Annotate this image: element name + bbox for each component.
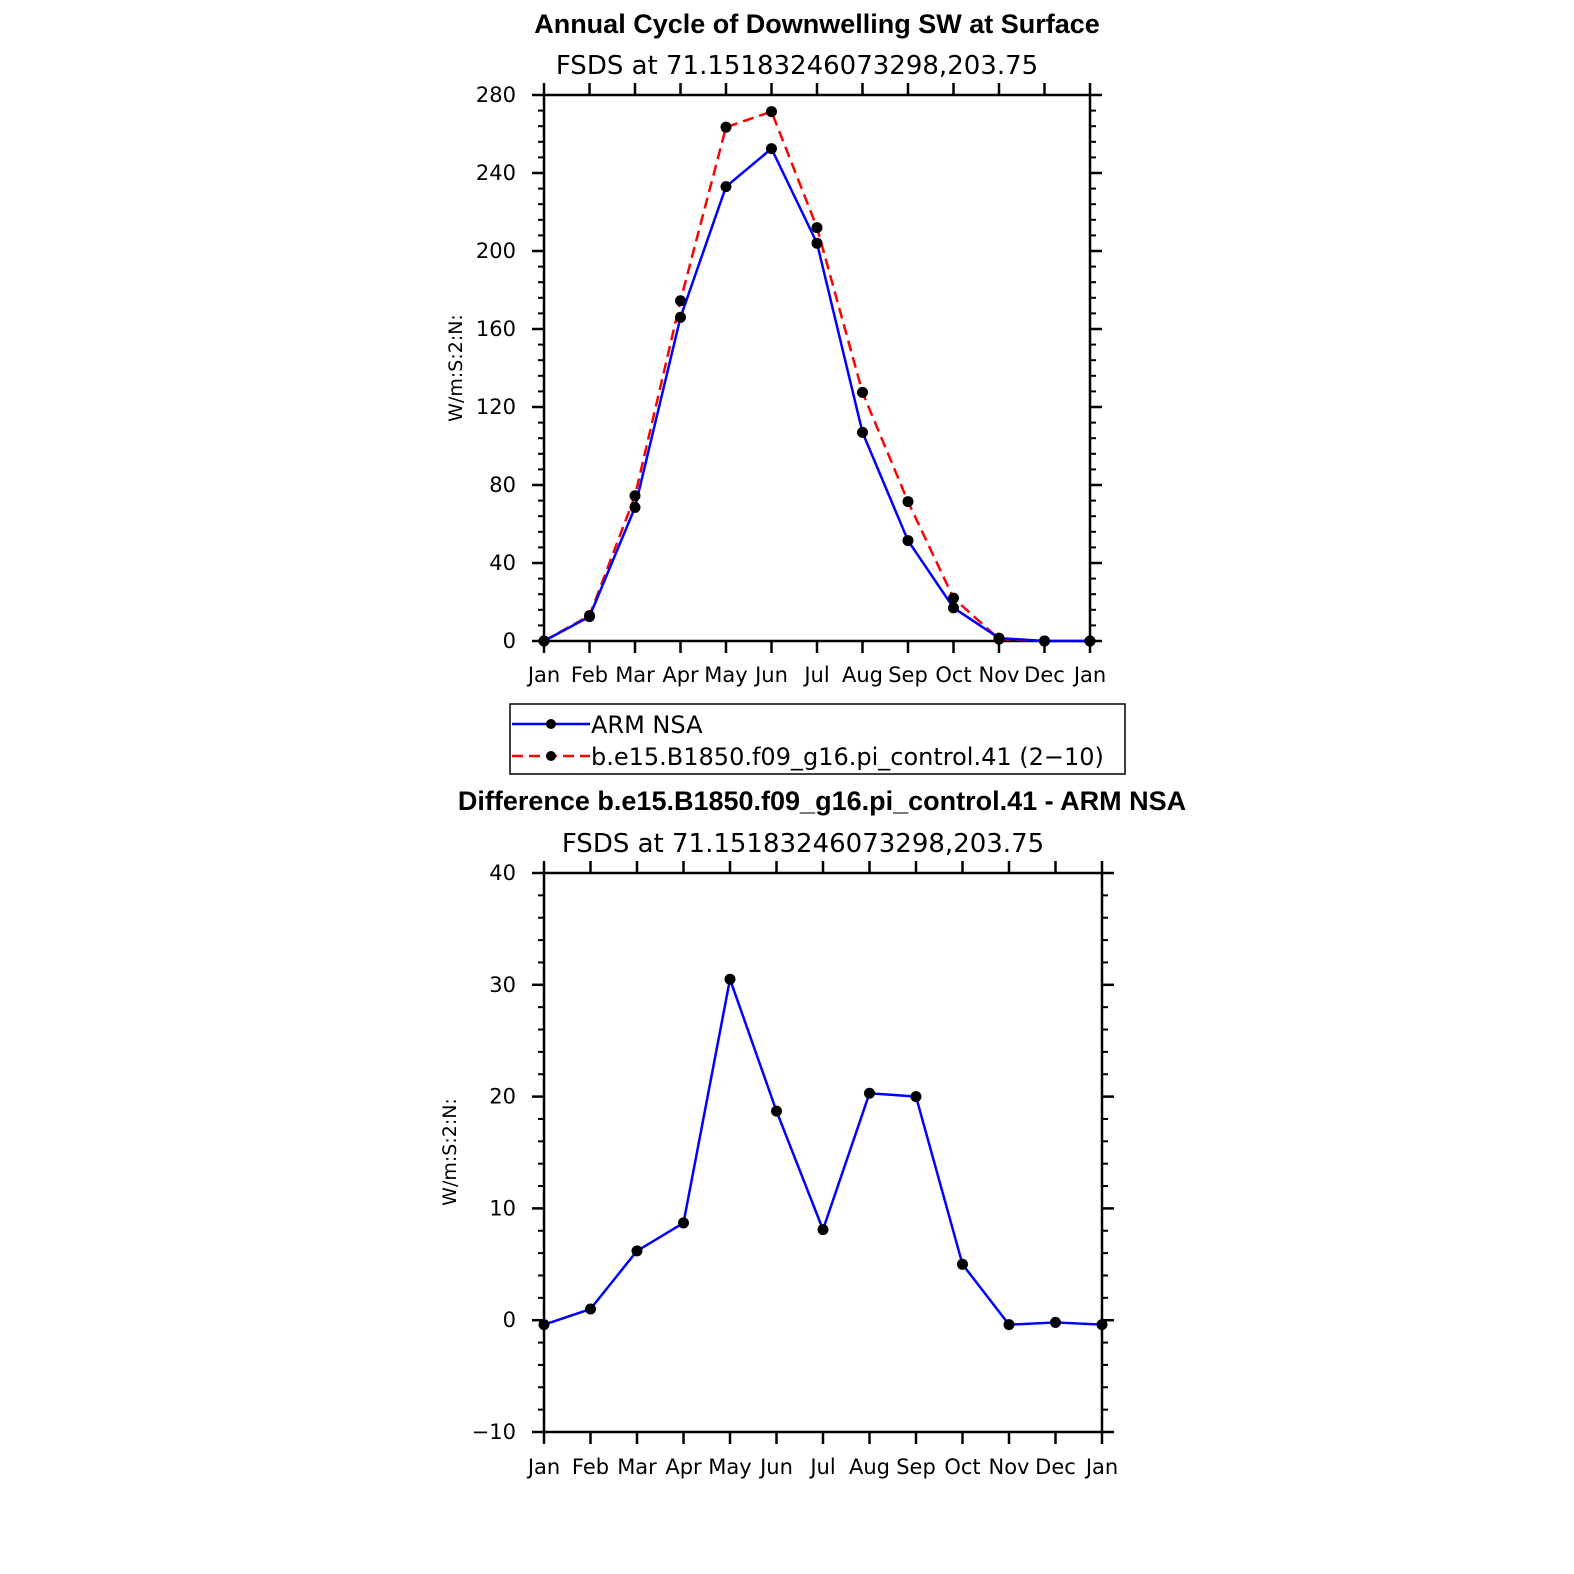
data-point-0 <box>811 237 823 249</box>
data-point-0 <box>1096 1319 1108 1331</box>
data-point-0 <box>1050 1316 1061 1328</box>
y-tick-label: 240 <box>476 161 516 185</box>
legend-marker-model <box>546 751 556 761</box>
chart-subtitle: FSDS at 71.15183246073298,203.75 <box>556 51 1038 81</box>
x-tick-label: Aug <box>842 663 883 687</box>
data-point-0 <box>538 1319 550 1331</box>
data-point-0 <box>910 1091 922 1103</box>
data-point-1 <box>584 610 595 622</box>
data-point-1 <box>811 222 823 234</box>
data-point-1 <box>675 295 686 307</box>
x-tick-label: Jun <box>753 663 788 687</box>
data-point-0 <box>675 311 686 323</box>
y-tick-label: 120 <box>476 395 516 419</box>
x-tick-label: Nov <box>989 1455 1030 1479</box>
x-tick-label: Jun <box>758 1455 793 1479</box>
data-point-0 <box>724 973 736 985</box>
axes: Jan Feb Mar Apr May Jun Jul Aug Sep Oct Nov Dec Jan−… <box>472 861 1118 1479</box>
x-tick-label: Jan <box>1072 663 1106 687</box>
x-tick-label: Nov <box>979 663 1020 687</box>
legend-label-arm-nsa: ARM NSA <box>591 711 703 739</box>
data-point-1 <box>1084 635 1096 647</box>
data-point-1 <box>766 106 777 118</box>
y-tick-label: 40 <box>489 551 516 575</box>
y-tick-label: 80 <box>489 473 516 497</box>
y-tick-label: 280 <box>476 83 516 107</box>
y-axis-label: W/m:S:2:N: <box>439 1098 461 1206</box>
data-point-1 <box>993 633 1005 645</box>
data-point-0 <box>1003 1319 1015 1331</box>
data-point-0 <box>857 426 868 438</box>
legend-box <box>509 703 1126 775</box>
x-tick-label: Dec <box>1035 1455 1076 1479</box>
plot-frame <box>542 93 1092 643</box>
difference-panel: Difference b.e15.B1850.f09_g16.pi_contro… <box>439 786 1186 1479</box>
y-tick-label: 0 <box>503 1308 516 1332</box>
x-tick-label: Apr <box>662 663 699 687</box>
data-point-0 <box>957 1258 968 1270</box>
y-tick-label: 0 <box>503 629 516 653</box>
x-tick-label: Feb <box>572 1455 609 1479</box>
x-tick-label: Oct <box>935 663 971 687</box>
y-tick-label: −10 <box>472 1420 516 1444</box>
x-tick-label: Apr <box>665 1455 702 1479</box>
data-point-0 <box>631 1245 643 1257</box>
data-point-0 <box>766 143 777 155</box>
axes: Jan Feb Mar Apr May Jun Jul Aug Sep Oct Nov Dec Jan 0… <box>476 83 1106 687</box>
x-tick-label: Jul <box>802 663 829 687</box>
data-point-1 <box>629 490 641 502</box>
y-tick-label: 30 <box>489 973 516 997</box>
x-tick-label: Jul <box>808 1455 835 1479</box>
x-tick-label: Feb <box>571 663 608 687</box>
series-line-0 <box>543 977 1103 1326</box>
y-tick-label: 40 <box>489 861 516 885</box>
series-group <box>538 106 1096 647</box>
y-tick-label: 200 <box>476 239 516 263</box>
chart-title: Difference b.e15.B1850.f09_g16.pi_contro… <box>458 786 1186 816</box>
data-point-1 <box>538 635 550 647</box>
series-line-1 <box>543 110 1090 643</box>
data-point-0 <box>678 1217 689 1229</box>
data-point-0 <box>585 1303 596 1315</box>
legend: ARM NSA b.e15.B1850.f09_g16.pi_control.4… <box>509 703 1126 775</box>
legend-label-model: b.e15.B1850.f09_g16.pi_control.41 (2−10) <box>591 743 1104 771</box>
data-point-0 <box>817 1224 829 1236</box>
x-tick-label: Mar <box>617 1455 657 1479</box>
y-tick-label: 10 <box>489 1196 516 1220</box>
x-tick-label: May <box>708 1455 751 1479</box>
data-point-0 <box>864 1087 875 1099</box>
x-tick-label: Aug <box>849 1455 890 1479</box>
data-point-0 <box>902 535 914 547</box>
data-point-0 <box>771 1105 782 1117</box>
plot-frame <box>542 871 1104 1434</box>
x-tick-label: Jan <box>1084 1455 1118 1479</box>
data-point-0 <box>629 501 641 513</box>
y-tick-label: 20 <box>489 1085 516 1109</box>
x-tick-label: Sep <box>888 663 928 687</box>
data-point-1 <box>948 592 959 604</box>
x-tick-label: Jan <box>526 663 560 687</box>
x-tick-label: Sep <box>896 1455 936 1479</box>
y-axis-label: W/m:S:2:N: <box>445 314 467 422</box>
chart-subtitle: FSDS at 71.15183246073298,203.75 <box>562 829 1044 859</box>
legend-marker-arm-nsa <box>546 719 556 729</box>
data-point-0 <box>948 602 959 614</box>
x-tick-label: Mar <box>615 663 655 687</box>
data-point-1 <box>857 386 868 398</box>
y-tick-label: 160 <box>476 317 516 341</box>
x-tick-label: May <box>704 663 747 687</box>
data-point-1 <box>902 496 914 508</box>
series-group <box>538 973 1108 1331</box>
data-point-0 <box>720 181 732 193</box>
chart-title: Annual Cycle of Downwelling SW at Surfac… <box>534 9 1100 39</box>
data-point-1 <box>720 121 732 133</box>
data-point-1 <box>1039 635 1050 647</box>
x-tick-label: Oct <box>944 1455 980 1479</box>
x-tick-label: Jan <box>526 1455 560 1479</box>
x-tick-label: Dec <box>1024 663 1065 687</box>
annual-cycle-panel: Annual Cycle of Downwelling SW at Surfac… <box>445 9 1106 687</box>
